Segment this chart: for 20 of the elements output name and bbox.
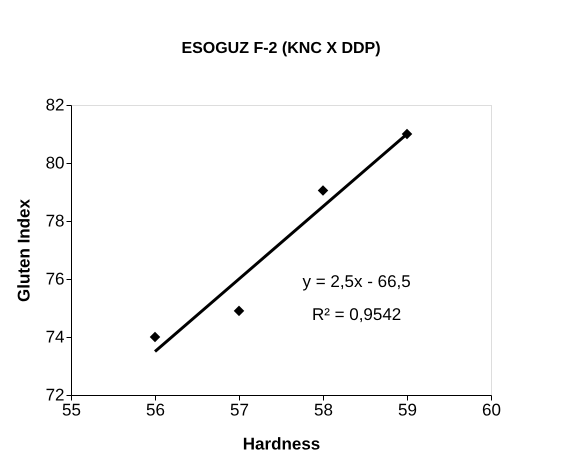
x-tick-label: 58 <box>314 400 333 420</box>
x-axis-title: Hardness <box>242 434 320 454</box>
x-tick-label: 59 <box>398 400 417 420</box>
y-tick-label: 76 <box>46 270 64 288</box>
point <box>234 306 244 316</box>
y-tick-label: 74 <box>46 328 64 346</box>
y-tick-label: 78 <box>46 212 64 230</box>
x-tick-label: 57 <box>230 400 249 420</box>
annotation: R² = 0,9542 <box>312 304 402 324</box>
chart-title: ESOGUZ F-2 (KNC X DDP) <box>181 40 381 57</box>
y-axis-title: Gluten Index <box>14 198 34 302</box>
x-tick-label: 55 <box>62 400 81 420</box>
y-tick-label: 80 <box>46 154 64 172</box>
point <box>318 185 328 196</box>
y-tick-label: 72 <box>46 386 64 404</box>
annotation: y = 2,5x - 66,5 <box>302 272 411 291</box>
point <box>150 332 160 342</box>
x-tick-label: 60 <box>482 400 501 420</box>
y-tick-label: 82 <box>46 96 64 114</box>
x-tick-label: 56 <box>146 400 165 420</box>
